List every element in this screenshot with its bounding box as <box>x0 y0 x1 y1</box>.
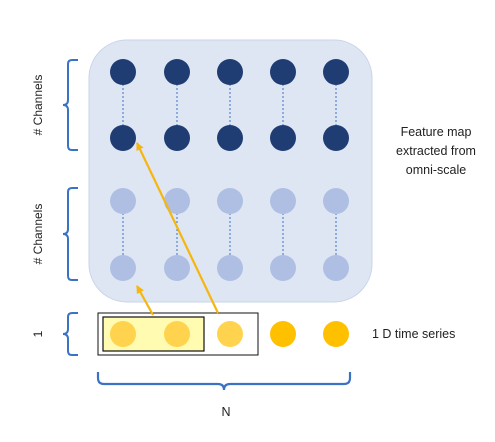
time-series-node <box>164 321 190 347</box>
dark-node <box>110 125 136 151</box>
channels-label-bottom: # Channels <box>31 204 45 265</box>
feature-map-label-line3: omni-scale <box>406 163 466 177</box>
light-node <box>110 188 136 214</box>
time-series-node <box>110 321 136 347</box>
light-connectors <box>122 201 337 268</box>
light-node <box>217 188 243 214</box>
feature-map-label-line1: Feature map <box>401 125 472 139</box>
time-series-node <box>270 321 296 347</box>
one-label: 1 <box>31 330 45 337</box>
time-series-label: 1 D time series <box>372 327 455 341</box>
n-bracket <box>96 372 352 391</box>
time-series-node <box>217 321 243 347</box>
dark-connectors <box>122 72 337 138</box>
dark-node <box>217 59 243 85</box>
light-node <box>110 255 136 281</box>
light-node-group <box>110 188 349 281</box>
dark-node <box>270 59 296 85</box>
light-node <box>164 255 190 281</box>
light-node <box>270 188 296 214</box>
channels-bracket-bottom <box>62 187 78 281</box>
time-series-node <box>323 321 349 347</box>
dark-node <box>323 59 349 85</box>
long-conv-arrow <box>136 142 219 314</box>
feature-map-panel <box>88 39 373 303</box>
channels-label-top: # Channels <box>31 75 45 136</box>
light-node <box>217 255 243 281</box>
kernel-outer-box <box>97 312 259 356</box>
dark-node <box>217 125 243 151</box>
dark-node <box>164 59 190 85</box>
channels-bracket-top <box>62 59 78 151</box>
light-node <box>323 188 349 214</box>
light-node <box>270 255 296 281</box>
dark-node <box>110 59 136 85</box>
time-series-node-group <box>110 321 349 347</box>
dark-node-group <box>110 59 349 151</box>
dark-node <box>323 125 349 151</box>
dark-node <box>270 125 296 151</box>
light-node <box>323 255 349 281</box>
light-node <box>164 188 190 214</box>
feature-map-label-line2: extracted from <box>396 144 476 158</box>
n-label: N <box>221 405 230 419</box>
short-conv-arrow <box>136 285 154 316</box>
one-bracket <box>62 312 78 356</box>
dark-node <box>164 125 190 151</box>
